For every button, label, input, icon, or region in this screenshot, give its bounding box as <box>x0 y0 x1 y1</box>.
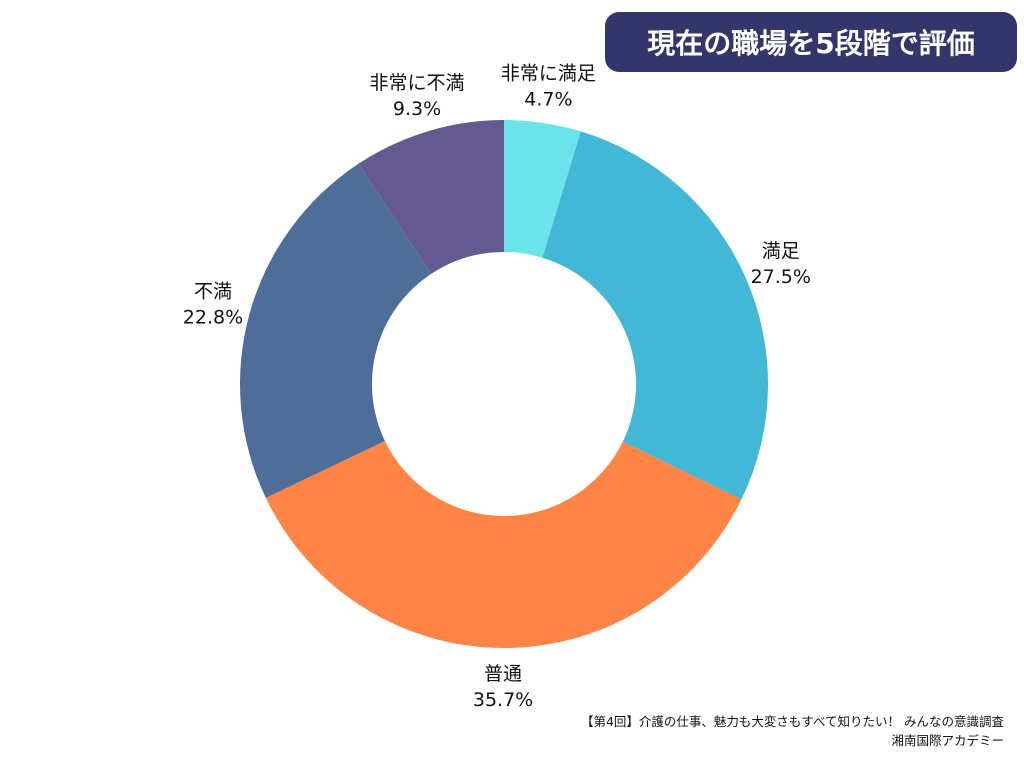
source-publisher: 湘南国際アカデミー <box>891 733 1004 748</box>
slice-label: 普通 <box>484 663 522 685</box>
slice-value-label: 27.5% <box>751 266 811 288</box>
slice-label: 不満 <box>194 280 232 302</box>
slice-label: 満足 <box>762 240 800 262</box>
slice-value-label: 9.3% <box>393 98 441 120</box>
slice-4 <box>358 120 504 274</box>
slice-2 <box>265 440 742 648</box>
slice-label: 非常に不満 <box>370 72 465 94</box>
source-line: 【第4回】介護の仕事、魅力も大変さもすべて知りたい！ みんなの意識調査 <box>580 714 1004 729</box>
chart-title: 現在の職場を5段階で評価 <box>605 12 1017 72</box>
slice-3 <box>240 163 432 498</box>
slice-value-label: 35.7% <box>473 689 533 711</box>
slice-label: 非常に満足 <box>501 62 596 84</box>
slice-1 <box>542 131 768 500</box>
slice-value-label: 22.8% <box>183 306 243 328</box>
source-footer: 【第4回】介護の仕事、魅力も大変さもすべて知りたい！ みんなの意識調査 湘南国際… <box>581 712 1004 750</box>
slice-0 <box>504 120 581 258</box>
slice-value-label: 4.7% <box>524 88 572 110</box>
